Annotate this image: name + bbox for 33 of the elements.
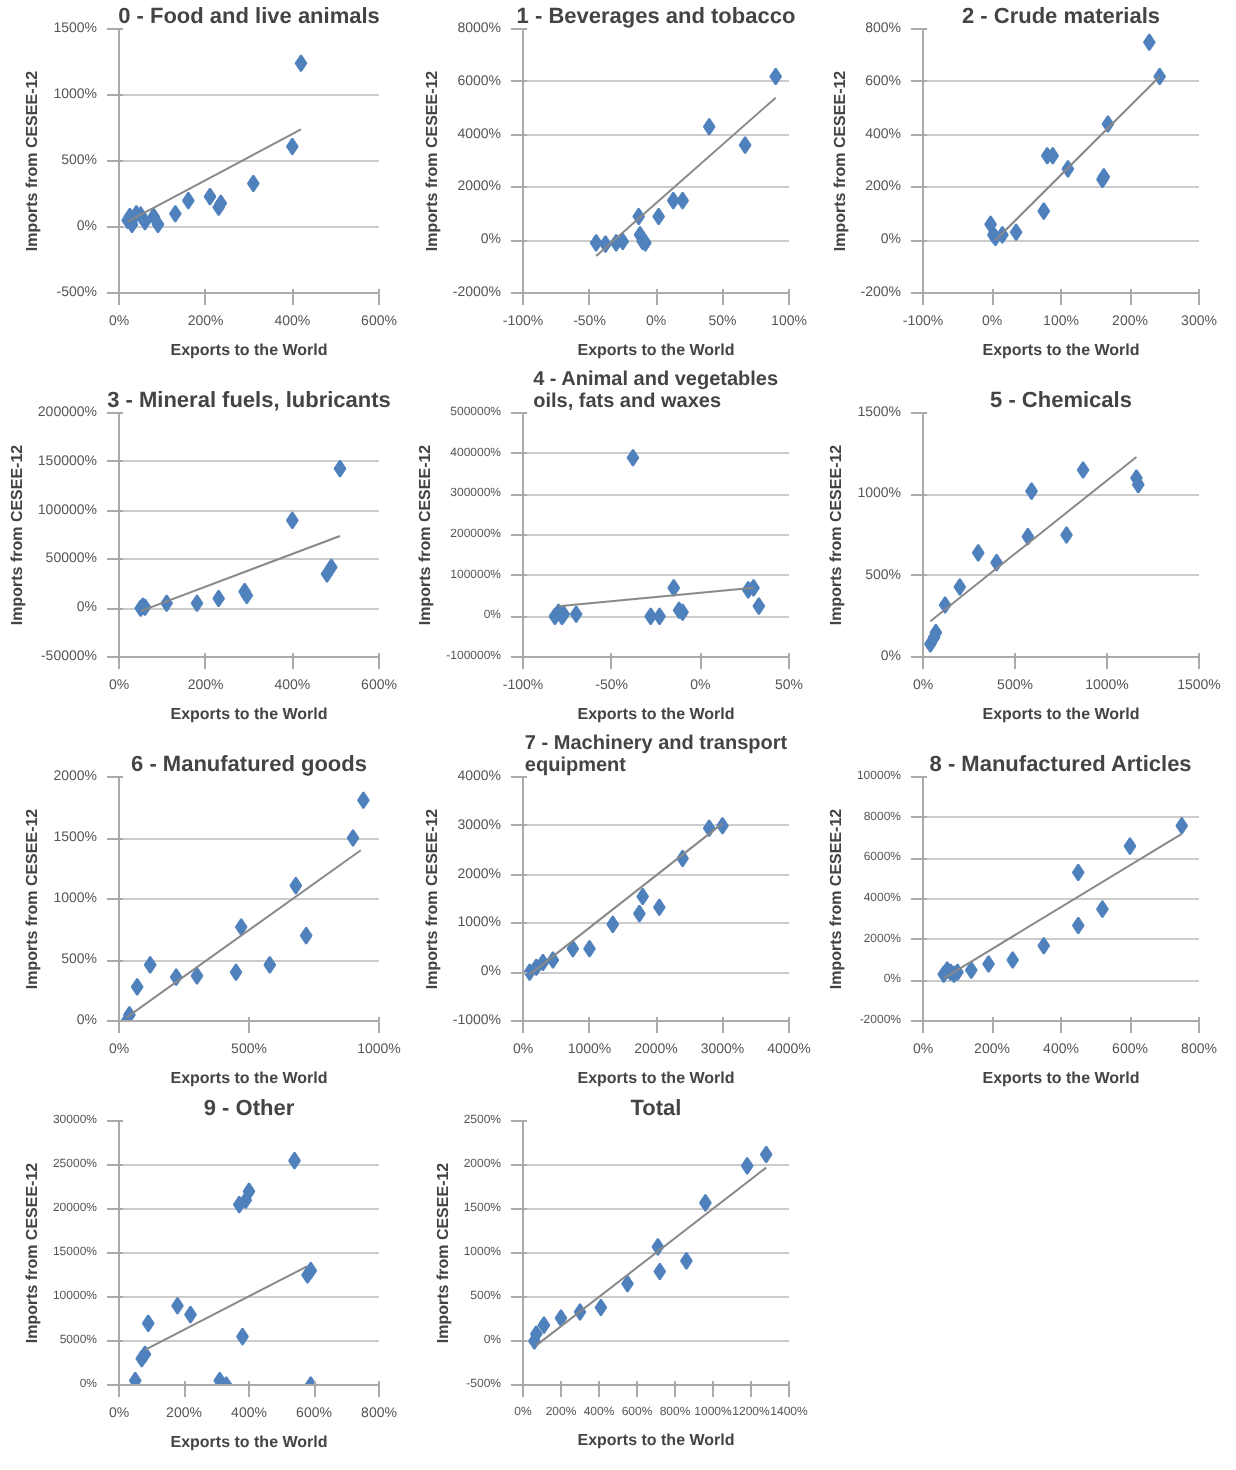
chart-title: 2 - Crude materials [961, 5, 1161, 29]
x-axis-title: Exports to the World [170, 1069, 328, 1087]
y-axis-title: Imports from CESEE-12 [826, 807, 845, 990]
y-axis-title: Imports from CESEE-12 [422, 69, 441, 252]
y-axis-title: Imports from CESEE-12 [23, 69, 42, 252]
x-axis-title: Exports to the World [170, 341, 328, 359]
x-axis-title: Exports to the World [982, 1069, 1140, 1087]
y-axis-title: Imports from CESEE-12 [830, 69, 849, 252]
y-axis-title: Imports from CESEE-12 [22, 1161, 41, 1344]
chart-title: 7 - Machinery and transport equipment [524, 733, 789, 777]
y-axis-title: Imports from CESEE-12 [433, 1161, 452, 1344]
y-axis-title: Imports from CESEE-12 [23, 807, 42, 990]
chart-title: 1 - Beverages and tobacco [516, 5, 796, 29]
x-axis-title: Exports to the World [577, 705, 735, 723]
chart-title: Total [630, 1097, 682, 1121]
chart-title: 3 - Mineral fuels, lubricants [107, 389, 391, 413]
chart-title: 8 - Manufactured Articles [929, 753, 1192, 777]
y-axis-title: Imports from CESEE-12 [422, 807, 441, 990]
y-axis-title: Imports from CESEE-12 [416, 443, 435, 626]
x-axis-title: Exports to the World [170, 1433, 328, 1451]
chart-title: 4 - Animal and vegetables oils, fats and waxes [533, 369, 779, 413]
x-axis-title: Exports to the World [577, 341, 735, 359]
y-axis-title: Imports from CESEE-12 [7, 443, 26, 626]
chart-title: 5 - Chemicals [990, 389, 1132, 413]
x-axis-title: Exports to the World [170, 705, 328, 723]
chart-title: 9 - Other [203, 1097, 296, 1121]
x-axis-title: Exports to the World [577, 1431, 735, 1449]
x-axis-title: Exports to the World [982, 705, 1140, 723]
x-axis-title: Exports to the World [577, 1069, 735, 1087]
x-axis-title: Exports to the World [982, 341, 1140, 359]
chart-title: 0 - Food and live animals [118, 5, 380, 29]
y-axis-title: Imports from CESEE-12 [827, 443, 846, 626]
chart-title: 6 - Manufatured goods [131, 753, 367, 777]
